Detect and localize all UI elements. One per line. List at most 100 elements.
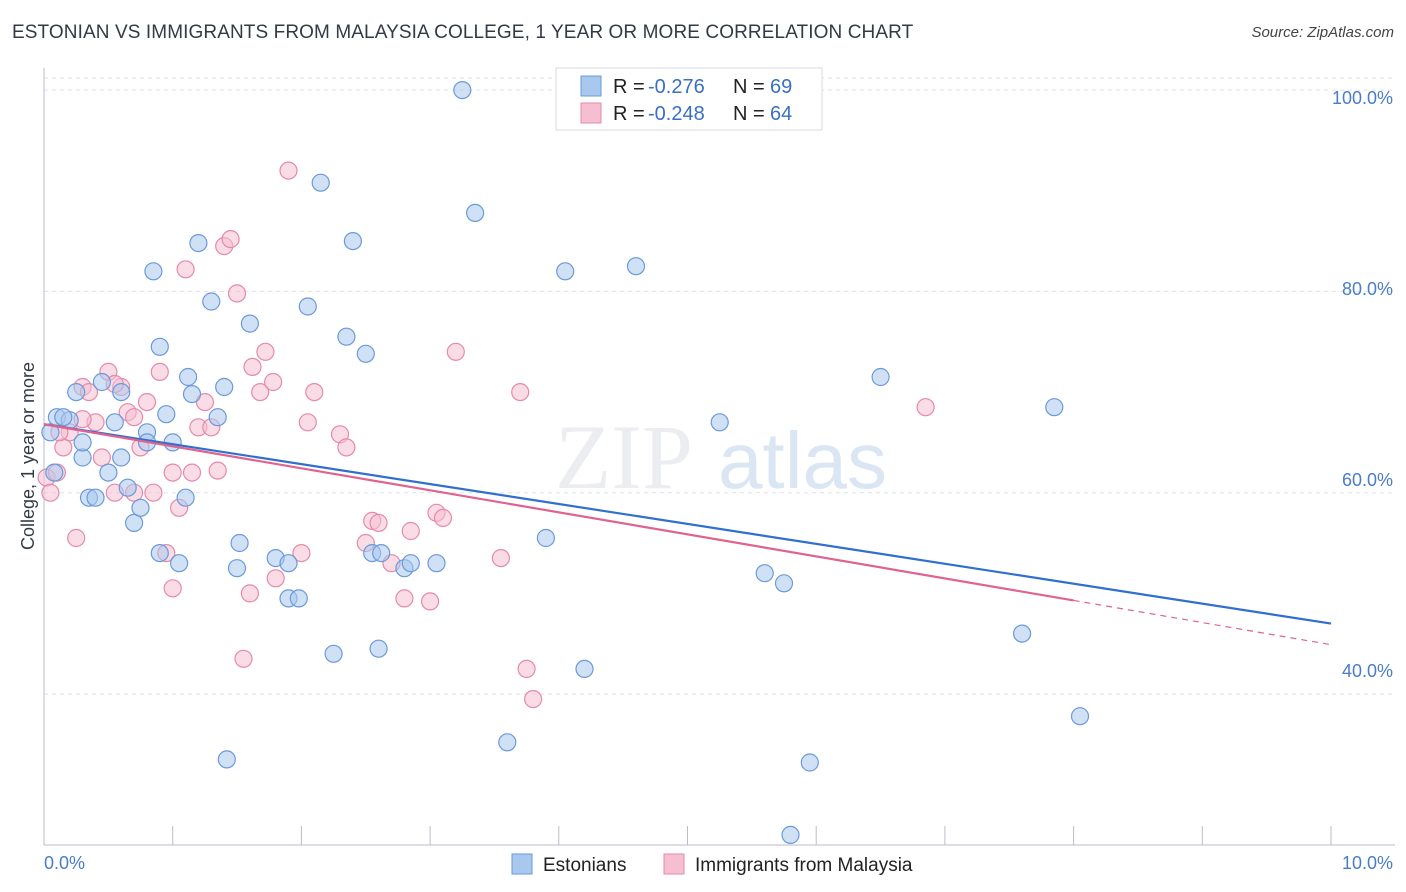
malaysia-point-57 [517, 659, 536, 679]
estonian-trend-line [43, 423, 1332, 625]
estonian-point-57 [626, 257, 646, 276]
malaysia-point-1 [41, 483, 60, 502]
estonian-point-62 [781, 825, 800, 845]
estonian-point-14 [125, 513, 144, 533]
malaysia-point-33 [240, 584, 259, 603]
estonian-point-38 [289, 589, 308, 608]
y-tick-label-40: 40.0% [1342, 661, 1393, 681]
estonian-point-64 [1012, 624, 1032, 643]
watermark: ZIP atlas [555, 406, 887, 508]
estonian-point-4 [73, 448, 92, 467]
estonian-point-65 [1045, 398, 1064, 417]
malaysia-point-32 [234, 649, 253, 668]
malaysia-point-26 [195, 393, 214, 412]
estonian-point-29 [208, 408, 227, 427]
estonian-point-44 [356, 344, 375, 363]
bottom-legend-swatch-estonians [511, 853, 533, 875]
x-tick-label-max: 10.0% [1342, 853, 1393, 873]
estonian-point-23 [170, 554, 189, 573]
malaysia-point-47 [369, 513, 388, 533]
legend-n-value-2: 64 [770, 103, 792, 125]
estonian-point-26 [182, 385, 202, 404]
estonian-point-19 [150, 543, 169, 563]
estonian-point-47 [372, 543, 391, 563]
malaysia-point-24 [182, 463, 202, 482]
malaysia-point-30 [221, 230, 240, 249]
estonian-point-43 [343, 232, 362, 251]
malaysia-point-59 [916, 398, 935, 417]
estonian-point-3 [67, 383, 86, 402]
estonian-point-18 [144, 262, 163, 281]
estonian-point-50 [427, 554, 446, 573]
malaysia-point-34 [243, 357, 262, 376]
malaysia-trend-line [43, 423, 1074, 602]
estonian-point-61 [800, 753, 819, 772]
malaysia-point-31 [227, 284, 247, 303]
malaysia-point-58 [523, 689, 543, 709]
estonian-point-15 [131, 498, 150, 517]
malaysia-point-23 [176, 260, 195, 279]
estonian-point-63 [871, 367, 890, 387]
malaysia-point-55 [491, 548, 510, 568]
malaysia-point-49 [395, 589, 414, 608]
malaysia-point-39 [279, 161, 298, 180]
estonian-point-8 [92, 372, 112, 392]
estonian-point-25 [179, 367, 198, 387]
estonian-point-32 [227, 559, 247, 578]
estonian-point-68 [54, 408, 73, 427]
axes [43, 68, 1395, 846]
estonian-point-36 [279, 554, 298, 573]
legend-box: R = -0.276 N = 69 R = -0.248 N = 64 [555, 67, 823, 131]
malaysia-point-51 [421, 592, 440, 611]
estonian-point-12 [112, 448, 131, 467]
malaysia-point-44 [337, 438, 356, 457]
estonian-point-53 [498, 733, 517, 752]
estonian-point-67 [45, 463, 64, 482]
bottom-legend: Estonians Immigrants from Malaysia [511, 853, 913, 876]
malaysia-point-3 [54, 438, 73, 457]
y-tick-label-100: 100.0% [1332, 88, 1393, 108]
estonian-point-46 [369, 639, 388, 658]
y-axis-label: College, 1 year or more [18, 362, 38, 550]
malaysia-point-14 [125, 408, 144, 427]
estonian-point-55 [556, 262, 575, 281]
malaysia-point-35 [251, 383, 270, 402]
estonian-point-66 [1070, 707, 1090, 726]
legend-n-label-2: N = [733, 103, 765, 125]
malaysia-point-56 [511, 383, 530, 402]
estonian-point-27 [189, 234, 208, 253]
y-tick-label-80: 80.0% [1342, 279, 1393, 299]
estonian-point-51 [453, 80, 472, 100]
malaysia-point-9 [92, 448, 112, 467]
estonian-points [41, 80, 1090, 845]
malaysia-trend-extension [1073, 599, 1332, 646]
watermark-zip: ZIP [555, 406, 693, 508]
estonian-point-39 [298, 297, 317, 316]
estonian-point-7 [86, 488, 105, 507]
estonian-point-40 [311, 173, 330, 192]
estonian-point-0 [41, 423, 60, 442]
legend-r-value-2: -0.248 [648, 103, 705, 125]
malaysia-point-50 [401, 521, 420, 541]
estonian-point-34 [240, 314, 259, 333]
estonian-point-33 [230, 533, 249, 553]
malaysia-point-53 [433, 508, 453, 528]
malaysia-point-28 [208, 461, 227, 480]
estonian-point-5 [73, 433, 92, 452]
malaysia-point-40 [292, 543, 311, 563]
estonian-point-24 [176, 488, 195, 507]
malaysia-points [37, 161, 935, 709]
legend-swatch-estonians [580, 75, 602, 97]
chart-title: ESTONIAN VS IMMIGRANTS FROM MALAYSIA COL… [12, 22, 914, 43]
estonian-point-59 [755, 564, 774, 583]
legend-r-label-1: R = [613, 76, 645, 98]
legend-n-value-1: 69 [770, 76, 792, 98]
estonian-point-21 [157, 405, 176, 424]
x-tick-label-min: 0.0% [44, 853, 85, 873]
bottom-legend-estonians: Estonians [543, 855, 626, 876]
malaysia-point-54 [446, 342, 465, 361]
estonian-point-56 [575, 659, 594, 679]
legend-n-label-1: N = [733, 76, 765, 98]
malaysia-point-18 [144, 483, 163, 502]
